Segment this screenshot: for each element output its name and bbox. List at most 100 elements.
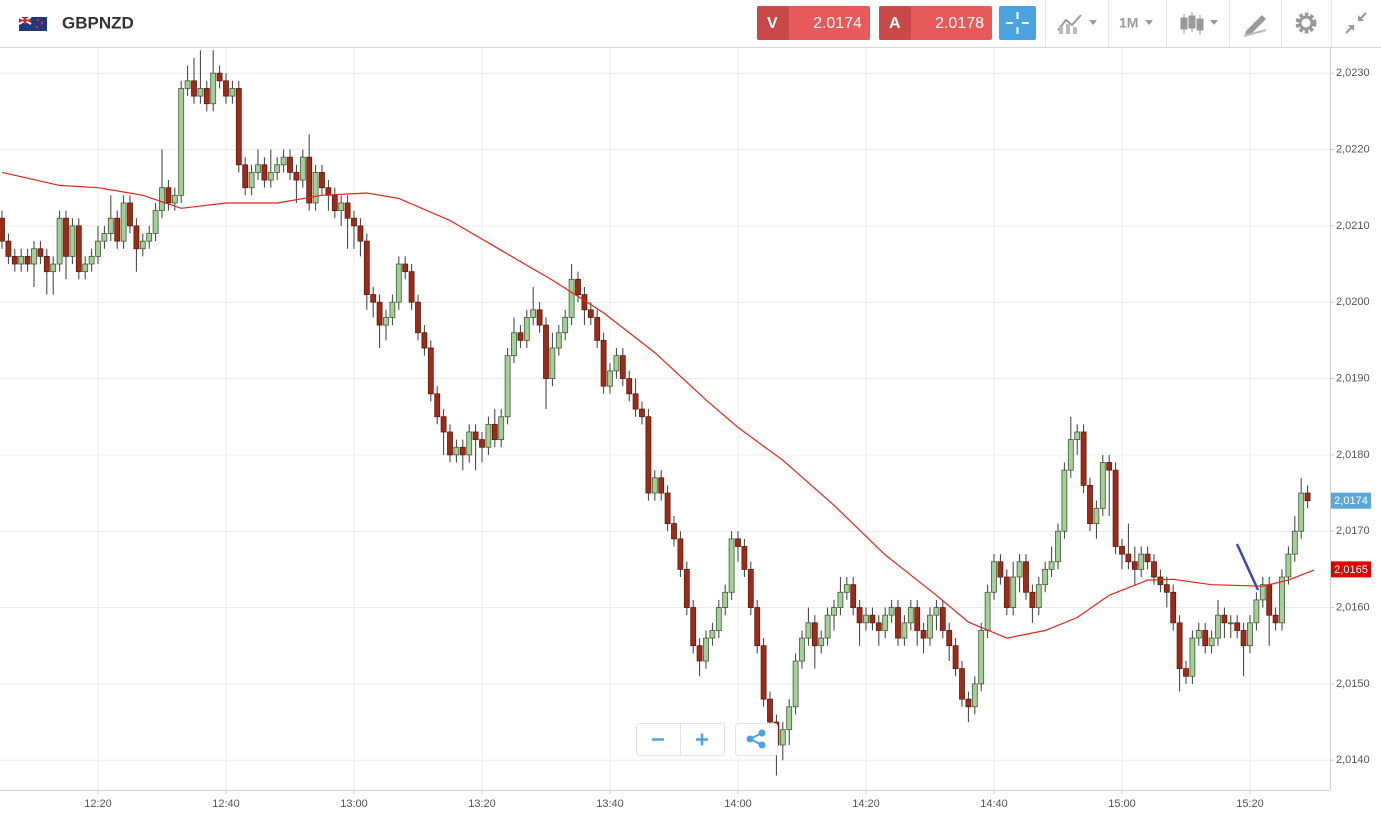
candle-body (619, 355, 626, 379)
buy-button[interactable]: A 2.0178 (879, 6, 992, 40)
candle-body (927, 614, 933, 639)
candle-body (498, 416, 505, 441)
candle-body (344, 202, 351, 219)
candle-body (683, 568, 690, 608)
candle-body (856, 607, 863, 624)
candle-body (472, 431, 479, 441)
crosshair-button[interactable] (999, 6, 1036, 40)
candle-body (395, 263, 402, 303)
candle-body (287, 156, 293, 173)
candle-body (466, 431, 473, 456)
candle-body (56, 217, 63, 265)
candle-body (1240, 630, 1247, 647)
plot-area (0, 48, 1330, 790)
candle-body (952, 645, 959, 670)
candle-body (850, 584, 857, 608)
candle-body (88, 256, 95, 265)
candle-body (549, 347, 556, 379)
zoom-controls (636, 723, 778, 756)
candle-body (1042, 568, 1049, 586)
x-tick-label: 14:40 (980, 798, 1008, 810)
candle-body (1157, 576, 1164, 586)
candle-body (1183, 668, 1189, 677)
candle-body (523, 317, 530, 341)
y-tick-label: 2,0150 (1336, 678, 1370, 690)
y-tick-label: 2,0140 (1336, 754, 1370, 766)
candle-style-menu[interactable] (1180, 12, 1218, 35)
zoom-in[interactable] (696, 733, 708, 746)
candle-body (971, 683, 978, 708)
candle-body (261, 164, 268, 181)
chart-type-menu[interactable] (1057, 14, 1097, 34)
candle-body (248, 172, 255, 189)
candle-body (453, 446, 460, 456)
candle-body (159, 187, 165, 211)
sell-label: V (767, 15, 778, 32)
candle-body (978, 630, 985, 685)
timeframe-menu[interactable]: 1M (1119, 15, 1153, 31)
candle-body (677, 538, 684, 570)
candle-body (767, 698, 773, 723)
candle-body (306, 156, 313, 204)
candle-body (799, 637, 805, 662)
candle-body (1003, 576, 1010, 608)
candle-body (1067, 439, 1074, 471)
candle-body (447, 431, 453, 456)
candle-body (946, 630, 953, 647)
candle-body (491, 423, 498, 441)
candle-body (459, 446, 466, 456)
candle-body (1016, 561, 1023, 578)
share[interactable] (735, 723, 778, 756)
candle-body (274, 164, 281, 173)
candle-body (709, 630, 716, 639)
candle-body (997, 561, 1004, 578)
candle-body (568, 278, 575, 318)
x-tick-label: 13:00 (340, 798, 368, 810)
x-tick-label: 15:00 (1108, 798, 1136, 810)
candle-body (1080, 431, 1087, 486)
toolbar-separators (1045, 0, 1332, 47)
candle-body (658, 477, 665, 494)
candle-body (75, 225, 82, 273)
drawn-trendline[interactable] (1235, 543, 1260, 591)
x-tick-label: 13:40 (596, 798, 624, 810)
candle-body (255, 164, 261, 173)
candle-body (1093, 507, 1100, 524)
candle-body (43, 256, 50, 273)
candle-body (197, 88, 204, 97)
candle-body (299, 156, 306, 181)
candle-body (139, 240, 146, 250)
candle-body (1029, 591, 1036, 608)
candle-body (1253, 599, 1260, 624)
x-tick-label: 15:20 (1236, 798, 1264, 810)
candle-body (152, 210, 159, 234)
candle-body (1106, 462, 1113, 471)
candle-body (383, 317, 389, 326)
candle-body (0, 217, 5, 242)
candle-body (1272, 614, 1279, 624)
settings[interactable] (1295, 12, 1317, 34)
candle-body (223, 80, 229, 97)
timeframe: 1M (1119, 15, 1138, 31)
candle-body (715, 607, 722, 631)
candle-body (690, 607, 697, 647)
candle-body (351, 217, 357, 227)
candle-body (671, 523, 677, 540)
candle-body (818, 637, 825, 647)
candle-body (1099, 462, 1106, 509)
candle-body (587, 309, 594, 318)
candle-body (1048, 561, 1055, 570)
candle-body (37, 248, 44, 257)
candle-body (229, 88, 236, 97)
candle-body (171, 194, 178, 204)
moving-average (1, 171, 1315, 639)
candle-body (933, 607, 940, 616)
candle-body (747, 568, 754, 608)
collapse[interactable] (1345, 12, 1367, 34)
candle-body (1144, 553, 1151, 563)
candle-body (146, 233, 153, 242)
candle-body (600, 339, 607, 387)
drawing-tools[interactable] (1243, 15, 1267, 37)
sell-button[interactable]: V 2.0174 (757, 6, 870, 40)
